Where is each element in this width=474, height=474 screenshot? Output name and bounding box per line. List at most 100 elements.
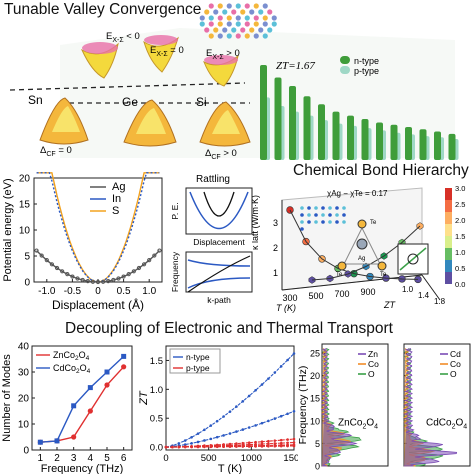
zt-series-point <box>209 437 213 441</box>
pe-xlabel: Displacement <box>193 237 245 247</box>
colorbar-segment <box>445 260 452 272</box>
legend-label-in: In <box>112 193 121 205</box>
x-tick-label: 0.5 <box>117 286 131 297</box>
x-tick-label: 1500 <box>283 453 298 464</box>
crystal-atom <box>213 9 219 15</box>
colorbar-segment <box>445 200 452 212</box>
point-ag <box>121 274 126 279</box>
zt-series-point <box>254 445 257 448</box>
point-ag <box>126 272 131 277</box>
e-label-1: EX-Σ < 0 <box>106 31 140 44</box>
series-point <box>71 403 77 409</box>
e-label-3: EX-Σ > 0 <box>206 48 240 61</box>
point-ag <box>65 272 70 277</box>
y-tick-label: 0 <box>315 462 320 472</box>
zt-series-point <box>190 445 193 449</box>
crystal-atom <box>226 15 232 21</box>
zt-series-point <box>292 437 296 441</box>
element-sn: Sn <box>28 93 43 107</box>
series-point <box>121 364 127 370</box>
y-tick-label: 5 <box>315 439 320 449</box>
legend-swatch-p <box>340 66 350 74</box>
freq-curve-2 <box>187 259 251 267</box>
lattice-atom <box>307 220 311 224</box>
zt-series-point <box>247 441 251 444</box>
zt-series-point <box>286 444 289 448</box>
bar-n-type <box>332 111 340 160</box>
dos-legend-label: O <box>450 369 457 379</box>
pe-curve-narrow <box>203 191 235 217</box>
t-axis-label: T (K) <box>276 303 296 313</box>
dos-legend-label: Co <box>450 359 461 369</box>
inset-circle <box>407 253 419 265</box>
divider-dashed <box>9 82 246 91</box>
crystal-atom <box>267 27 273 33</box>
colorbar-segment <box>445 188 452 200</box>
series-point <box>37 439 43 445</box>
k-axis-label: κ latt (W/m·K) <box>252 195 260 250</box>
zt-series-point <box>279 441 283 445</box>
lattice-atom <box>328 213 332 217</box>
crystal-atom <box>231 9 237 15</box>
t-tick-label: 900 <box>360 287 375 297</box>
y-tick-label: 0 <box>23 446 29 457</box>
plot-frame <box>33 177 163 283</box>
zt-series-point <box>273 371 277 374</box>
zt-series-point <box>228 445 232 448</box>
atom-te-2 <box>337 261 347 271</box>
zt-series-point <box>235 430 238 433</box>
crystal-atom <box>249 9 255 15</box>
zt-series-point <box>203 439 206 442</box>
point-ag <box>147 258 152 263</box>
inset-line <box>399 247 427 271</box>
x-axis-label: Frequency (THz) <box>41 463 124 474</box>
cone-lower-ge <box>123 99 177 147</box>
crystal-atom <box>244 15 250 21</box>
lattice-atom <box>335 206 339 210</box>
series-point <box>71 434 77 440</box>
y-axis-label: Frequency (THz) <box>298 366 309 445</box>
zt-series-point <box>183 439 187 442</box>
point-ag <box>44 258 49 263</box>
crystal-atom <box>262 15 268 21</box>
colorbar-tick: 1.0 <box>455 248 465 257</box>
atom-te-3 <box>377 261 387 271</box>
element-si: Si <box>196 95 207 109</box>
crystal-structure <box>199 3 277 39</box>
zt-series-point <box>222 415 225 418</box>
crystal-atom <box>226 21 232 27</box>
point-ag <box>39 253 44 258</box>
zt-series-point <box>260 445 264 448</box>
zt-series-point <box>183 445 187 449</box>
k-tick-label: 2 <box>273 243 278 253</box>
y-tick-label: 5 <box>24 252 30 263</box>
bar-n-type <box>318 104 325 160</box>
dos-legend-label: Zn <box>368 349 378 359</box>
pe-curve-wide <box>189 191 249 230</box>
lattice-atom <box>342 213 346 217</box>
zt-series-point <box>196 445 200 449</box>
chi-label: χAg − χTe = 0.17 <box>327 189 388 198</box>
y-tick-label: 40 <box>18 342 30 353</box>
zt-series-point <box>260 383 264 386</box>
lattice-atom <box>335 213 339 217</box>
atom-te-1 <box>357 219 367 229</box>
bar-n-type <box>289 86 296 160</box>
zt-series-point <box>183 443 187 446</box>
crystal-atom <box>199 15 205 21</box>
crystal-atom <box>249 27 255 33</box>
zt-series-point <box>203 428 206 432</box>
lattice-atom <box>321 206 325 210</box>
zt-series-point <box>228 432 232 435</box>
k-tick-label: 1 <box>273 268 278 278</box>
y-tick-label: 20 <box>310 371 320 381</box>
series-point <box>104 369 110 375</box>
y-tick-label: 25 <box>310 349 320 359</box>
zt-series-point <box>247 394 251 398</box>
zt-series-point <box>260 421 264 425</box>
crystal-atom <box>258 27 264 33</box>
y-tick-label: 30 <box>18 368 30 379</box>
series-point <box>121 353 127 359</box>
freq-frame <box>185 251 253 293</box>
